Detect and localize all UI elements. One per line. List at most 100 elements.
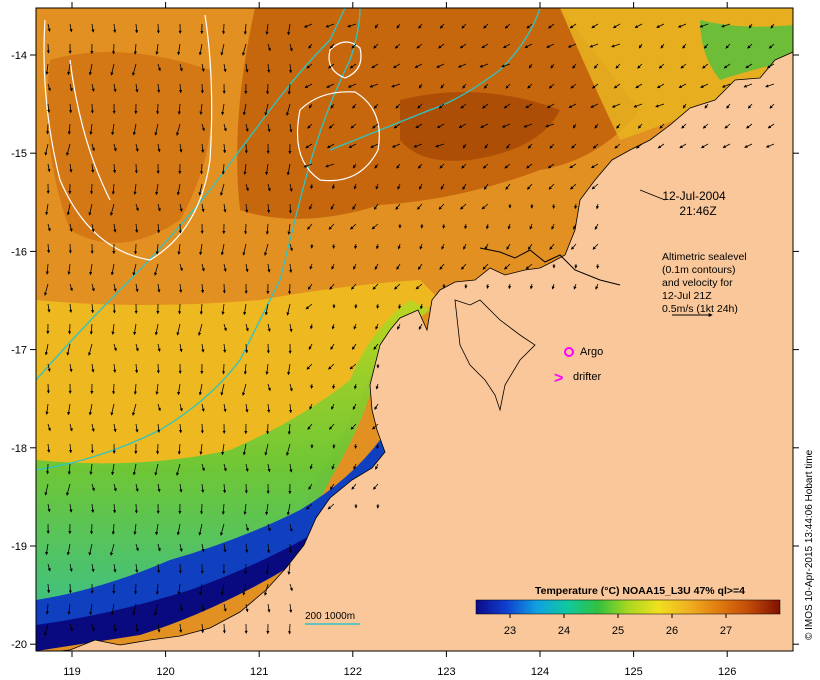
velocity-vector bbox=[483, 83, 489, 89]
velocity-vector bbox=[69, 83, 73, 92]
velocity-vector bbox=[113, 423, 117, 433]
velocity-vector bbox=[111, 523, 115, 535]
velocity-vector bbox=[415, 123, 423, 129]
velocity-vector bbox=[591, 23, 599, 29]
velocity-vector bbox=[374, 23, 379, 29]
velocity-vector bbox=[199, 583, 203, 596]
velocity-vector bbox=[347, 83, 357, 88]
velocity-vector bbox=[289, 463, 293, 473]
velocity-vector bbox=[436, 63, 445, 68]
velocity-vector bbox=[309, 263, 313, 270]
velocity-vector bbox=[176, 123, 181, 136]
velocity-vector bbox=[245, 183, 249, 192]
velocity-vector bbox=[157, 83, 161, 93]
velocity-vector bbox=[135, 223, 139, 233]
velocity-vector bbox=[416, 43, 423, 49]
velocity-vector bbox=[68, 583, 72, 594]
velocity-vector bbox=[69, 363, 73, 373]
velocity-vector bbox=[573, 283, 577, 290]
velocity-vector bbox=[90, 183, 94, 195]
velocity-vector bbox=[266, 423, 270, 435]
velocity-vector bbox=[221, 163, 225, 175]
velocity-vector bbox=[47, 303, 51, 313]
velocity-vector bbox=[89, 603, 93, 616]
velocity-vector bbox=[242, 583, 247, 596]
velocity-vector bbox=[393, 123, 401, 129]
velocity-vector bbox=[504, 263, 511, 270]
velocity-vector bbox=[90, 303, 95, 314]
velocity-vector bbox=[177, 243, 181, 255]
velocity-vector bbox=[351, 483, 357, 490]
velocity-vector bbox=[45, 403, 49, 415]
velocity-vector bbox=[201, 543, 205, 553]
velocity-vector bbox=[289, 183, 293, 192]
velocity-vector bbox=[245, 463, 249, 472]
velocity-vector bbox=[67, 403, 71, 416]
velocity-vector bbox=[306, 63, 313, 69]
velocity-vector bbox=[155, 43, 159, 55]
velocity-vector bbox=[288, 403, 293, 414]
velocity-vector bbox=[288, 63, 293, 74]
velocity-vector bbox=[198, 183, 203, 196]
velocity-vector bbox=[679, 143, 687, 149]
velocity-vector bbox=[480, 123, 489, 128]
altimetry-legend: Altimetric sealevel (0.1m contours) and … bbox=[662, 251, 747, 317]
velocity-vector bbox=[222, 483, 227, 494]
velocity-vector-field bbox=[44, 23, 775, 636]
velocity-vector bbox=[397, 243, 401, 250]
velocity-vector bbox=[111, 463, 115, 476]
velocity-vector bbox=[352, 403, 357, 410]
velocity-vector bbox=[265, 163, 269, 176]
velocity-vector bbox=[135, 83, 139, 93]
velocity-vector bbox=[133, 183, 137, 195]
velocity-vector bbox=[439, 23, 445, 29]
velocity-vector bbox=[682, 103, 687, 109]
velocity-vector bbox=[44, 623, 49, 636]
velocity-vector bbox=[415, 283, 423, 290]
velocity-vector bbox=[156, 563, 161, 574]
velocity-vector bbox=[179, 143, 183, 153]
velocity-vector bbox=[69, 303, 73, 313]
velocity-vector bbox=[134, 363, 139, 374]
velocity-vector bbox=[264, 583, 269, 596]
legend-line-5: 0.5m/s (1kt 24h) bbox=[662, 303, 738, 315]
australia-landmass bbox=[59, 51, 793, 651]
velocity-vector bbox=[572, 123, 577, 129]
velocity-vector bbox=[372, 123, 379, 129]
lat-tick-label: -16 bbox=[11, 246, 27, 258]
velocity-vector bbox=[481, 203, 489, 210]
velocity-vector bbox=[200, 423, 204, 434]
velocity-vector bbox=[309, 463, 313, 470]
velocity-vector bbox=[46, 583, 51, 594]
velocity-vector bbox=[287, 563, 291, 575]
velocity-vector bbox=[68, 443, 73, 454]
velocity-vector bbox=[69, 503, 73, 513]
velocity-vector bbox=[505, 183, 511, 190]
velocity-vector bbox=[201, 483, 205, 493]
velocity-vector bbox=[527, 243, 533, 250]
velocity-vector bbox=[66, 343, 71, 356]
velocity-vector bbox=[326, 143, 335, 149]
velocity-vector bbox=[528, 63, 533, 69]
velocity-vector bbox=[353, 383, 358, 390]
velocity-vector bbox=[242, 103, 247, 116]
velocity-vector bbox=[392, 63, 401, 69]
sealevel-contour-eddy bbox=[296, 91, 380, 182]
velocity-vector bbox=[69, 223, 73, 232]
velocity-vector bbox=[91, 483, 95, 492]
velocity-vector bbox=[572, 63, 577, 69]
velocity-vector bbox=[132, 263, 137, 276]
velocity-vector bbox=[199, 303, 203, 315]
velocity-vector bbox=[266, 343, 270, 354]
velocity-vector bbox=[243, 23, 247, 35]
velocity-vector bbox=[245, 263, 249, 273]
velocity-vector bbox=[265, 223, 269, 235]
velocity-vector bbox=[179, 263, 183, 272]
lat-tick-label: -15 bbox=[11, 148, 27, 160]
velocity-vector bbox=[264, 443, 269, 456]
dampier-peninsula bbox=[454, 299, 536, 412]
velocity-vector bbox=[112, 43, 116, 55]
velocity-vector bbox=[44, 143, 49, 156]
velocity-vector bbox=[267, 323, 271, 332]
